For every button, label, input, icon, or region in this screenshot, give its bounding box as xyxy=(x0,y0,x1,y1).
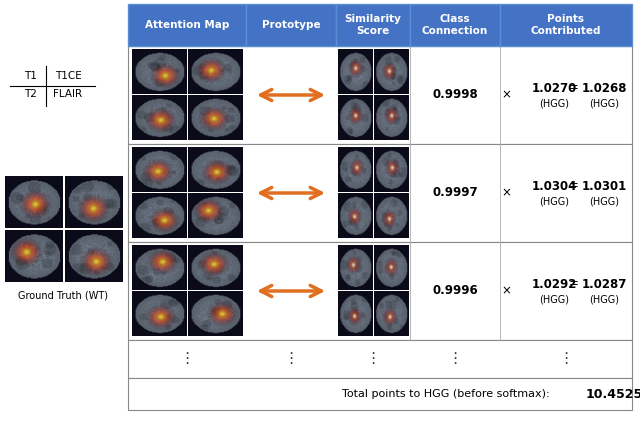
Text: ⋮: ⋮ xyxy=(447,352,463,366)
Text: Attention Map: Attention Map xyxy=(145,20,229,30)
Text: (HGG): (HGG) xyxy=(589,294,619,304)
Text: =: = xyxy=(569,180,579,193)
Text: 1.0301: 1.0301 xyxy=(581,180,627,193)
Bar xyxy=(128,4,246,46)
Text: ×: × xyxy=(501,187,511,200)
Text: 1.0287: 1.0287 xyxy=(581,277,627,290)
Text: Ground Truth (WT): Ground Truth (WT) xyxy=(18,291,108,301)
Bar xyxy=(128,46,632,144)
Bar xyxy=(128,144,632,242)
Text: ⋮: ⋮ xyxy=(284,352,299,366)
Text: 1.0270: 1.0270 xyxy=(531,82,577,95)
Bar xyxy=(128,242,632,340)
Text: ⋮: ⋮ xyxy=(558,352,573,366)
Text: 0.9996: 0.9996 xyxy=(432,285,478,297)
Text: Total points to HGG (before softmax):: Total points to HGG (before softmax): xyxy=(342,389,550,399)
Text: T1: T1 xyxy=(24,71,36,81)
Text: 10.4525: 10.4525 xyxy=(586,388,640,401)
Bar xyxy=(500,4,632,46)
Text: T2: T2 xyxy=(24,89,36,99)
Bar xyxy=(410,4,500,46)
Text: 1.0304: 1.0304 xyxy=(531,180,577,193)
Text: 1.0292: 1.0292 xyxy=(531,277,577,290)
Text: FLAIR: FLAIR xyxy=(53,89,83,99)
Text: =: = xyxy=(569,82,579,95)
Text: ⋮: ⋮ xyxy=(179,352,195,366)
Text: (HGG): (HGG) xyxy=(539,196,569,206)
Text: ×: × xyxy=(501,89,511,102)
Text: 0.9998: 0.9998 xyxy=(432,89,478,102)
Text: Similarity
Score: Similarity Score xyxy=(344,14,401,36)
Bar xyxy=(128,340,632,378)
Text: T1CE: T1CE xyxy=(54,71,81,81)
Text: Class
Connection: Class Connection xyxy=(422,14,488,36)
Text: (HGG): (HGG) xyxy=(589,196,619,206)
Text: (HGG): (HGG) xyxy=(589,98,619,108)
Text: ×: × xyxy=(501,285,511,297)
Text: 0.9997: 0.9997 xyxy=(432,187,478,200)
Text: (HGG): (HGG) xyxy=(539,294,569,304)
Text: =: = xyxy=(569,277,579,290)
Text: Points
Contributed: Points Contributed xyxy=(531,14,601,36)
Bar xyxy=(246,4,336,46)
Text: 1.0268: 1.0268 xyxy=(581,82,627,95)
Text: (HGG): (HGG) xyxy=(539,98,569,108)
Text: Prototype: Prototype xyxy=(262,20,320,30)
Bar xyxy=(336,4,410,46)
Text: ⋮: ⋮ xyxy=(365,352,381,366)
Bar xyxy=(128,378,632,410)
